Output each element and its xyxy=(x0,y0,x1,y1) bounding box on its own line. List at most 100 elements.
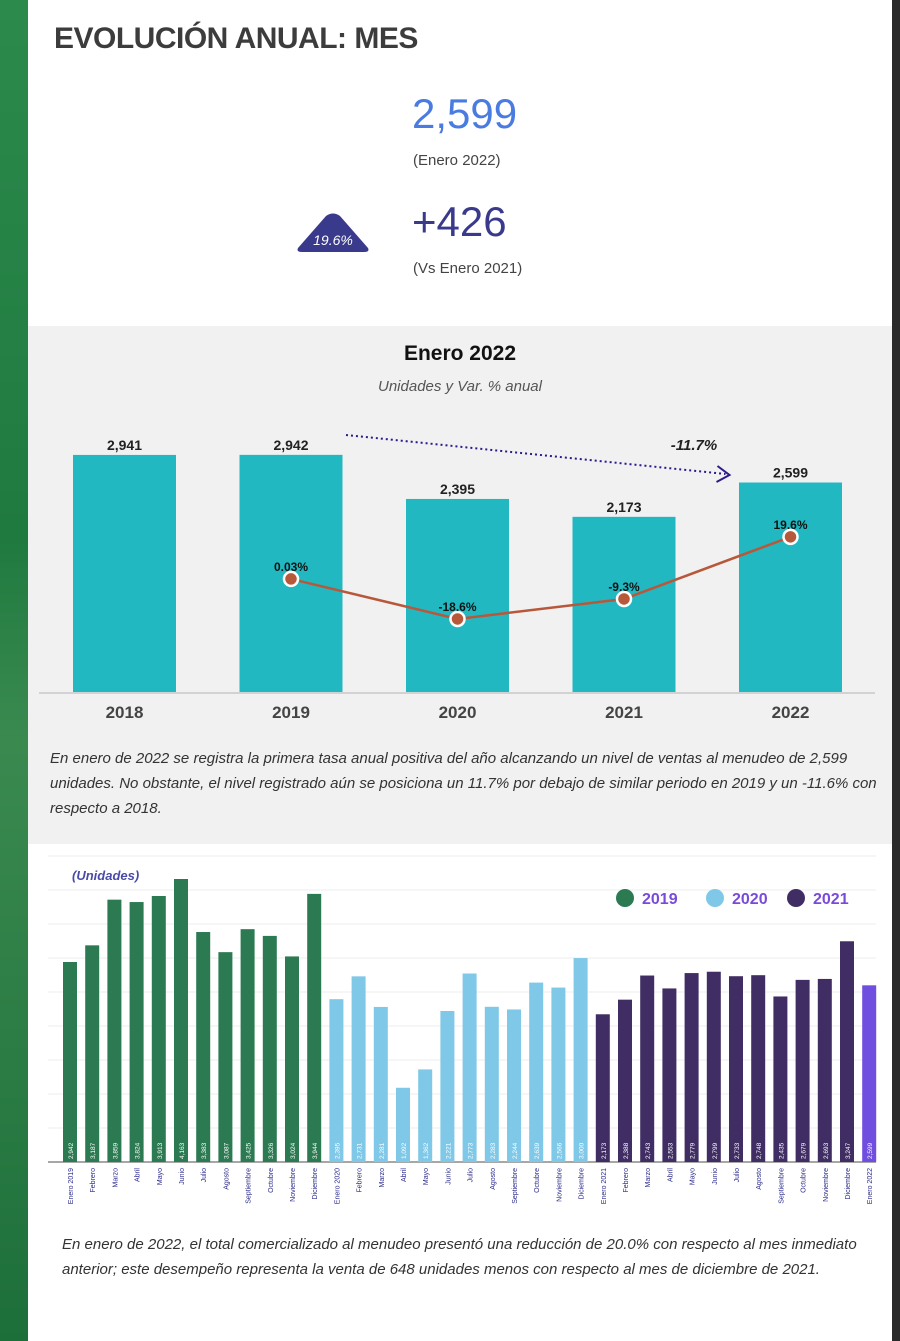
bar-value-label: 2,779 xyxy=(690,1142,697,1159)
bar-value-label: 2,942 xyxy=(68,1142,75,1159)
bar-month xyxy=(262,935,277,1162)
bar-month xyxy=(107,899,122,1162)
x-tick-label: Octubre xyxy=(268,1168,275,1193)
bar-month xyxy=(551,987,566,1162)
bar-value-label: 3,187 xyxy=(90,1142,97,1159)
bar-month xyxy=(462,973,477,1162)
x-tick-label: Agosto xyxy=(756,1168,763,1190)
bar-2020 xyxy=(406,498,509,692)
bar-2018 xyxy=(73,454,176,692)
x-tick-label: Agosto xyxy=(490,1168,497,1190)
bar-month xyxy=(484,1006,499,1162)
growth-badge: 19.6% xyxy=(296,212,370,252)
x-tick-label: Marzo xyxy=(112,1168,119,1188)
bar-value-label: 2,748 xyxy=(756,1142,763,1159)
bar-value-label: 3,859 xyxy=(112,1142,119,1159)
bar-month xyxy=(329,999,344,1162)
x-tick-label: 2021 xyxy=(605,703,643,722)
bar-value-label: 2,566 xyxy=(556,1142,563,1159)
bar-month xyxy=(196,932,211,1162)
bar-value-label: 2,281 xyxy=(379,1142,386,1159)
var-point xyxy=(782,528,799,546)
x-tick-label: Abril xyxy=(401,1168,408,1182)
monthly-chart: (Unidades) 2,942 Enero 2019 3,187 Febrero 3,8… xyxy=(48,855,877,1204)
kpi-value: 2,599 xyxy=(412,90,518,137)
x-tick-label: Junio xyxy=(179,1168,186,1185)
legend-swatch xyxy=(616,889,634,907)
triangle-up-icon xyxy=(297,213,369,252)
x-tick-label: Julio xyxy=(468,1168,475,1183)
trend-annotation: -11.7% xyxy=(671,437,717,454)
bar-value-label: 2,283 xyxy=(490,1142,497,1159)
trend-arrow-line xyxy=(345,434,726,475)
bar-month xyxy=(351,976,366,1162)
bar-value-label: 1,362 xyxy=(423,1142,430,1159)
x-tick-label: Enero 2019 xyxy=(68,1168,75,1204)
bar-value-label: 2,731 xyxy=(357,1142,364,1159)
legend-swatch xyxy=(706,889,724,907)
bar-month xyxy=(706,971,721,1162)
bar-month xyxy=(507,1009,521,1162)
x-tick-label: Junio xyxy=(712,1168,719,1185)
x-tick-label: Septiembre xyxy=(778,1168,785,1204)
bar-month xyxy=(817,978,832,1162)
kpi-period: (Enero 2022) xyxy=(413,152,501,169)
x-tick-label: Mayo xyxy=(423,1168,430,1185)
bar-month xyxy=(174,879,188,1162)
bar-value-label: 3,247 xyxy=(845,1142,852,1159)
bar-value-label: 3,425 xyxy=(246,1142,253,1159)
bar-month xyxy=(151,895,166,1162)
bar-month xyxy=(373,1006,388,1162)
bar-value-label: 2,941 xyxy=(107,437,142,453)
bar-month xyxy=(285,956,299,1162)
var-line xyxy=(290,535,791,621)
bar-value-label: 2,773 xyxy=(468,1142,475,1159)
bar-value-label: 2,733 xyxy=(734,1142,741,1159)
bar-value-label: 3,913 xyxy=(157,1142,164,1159)
x-tick-label: 2020 xyxy=(439,703,477,722)
x-tick-label: Julio xyxy=(734,1168,741,1183)
x-tick-label: Diciembre xyxy=(579,1168,586,1200)
bar-value-label: 2,388 xyxy=(623,1142,630,1159)
arrow-head-icon xyxy=(716,465,732,483)
bar-value-label: 4,163 xyxy=(179,1142,186,1159)
var-point xyxy=(282,570,300,588)
annual-chart: 2,941 2018 2,942 2019 2,395 2020 2,173 2021 2,59… xyxy=(39,434,875,722)
x-tick-label: Mayo xyxy=(690,1168,697,1185)
bar-value-label: 2,395 xyxy=(334,1142,341,1159)
x-tick-label: Marzo xyxy=(645,1168,652,1188)
bar-value-label: 2,173 xyxy=(601,1142,608,1159)
chart-title: Enero 2022 xyxy=(403,342,517,365)
bar-value-label: 3,944 xyxy=(312,1142,319,1159)
bar-2022 xyxy=(739,482,842,692)
var-label: -9.3% xyxy=(608,580,640,594)
bar-value-label: 2,395 xyxy=(440,481,475,497)
x-tick-label: 2018 xyxy=(106,703,144,722)
x-tick-label: Agosto xyxy=(223,1168,230,1190)
bar-value-label: 2,679 xyxy=(801,1142,808,1159)
x-tick-label: Abril xyxy=(135,1168,142,1182)
x-tick-label: Septiembre xyxy=(512,1168,519,1204)
growth-badge-label: 19.6% xyxy=(313,232,353,248)
bar-value-label: 2,221 xyxy=(445,1142,452,1159)
bar-value-label: 2,799 xyxy=(712,1142,719,1159)
left-decor-strip xyxy=(0,0,28,1341)
bar-value-label: 3,383 xyxy=(201,1142,208,1159)
bar-value-label: 3,000 xyxy=(579,1142,586,1159)
bar-month xyxy=(729,976,743,1162)
bar-value-label: 2,173 xyxy=(606,499,641,515)
x-tick-label: Enero 2020 xyxy=(334,1168,341,1204)
legend-swatch xyxy=(787,889,805,907)
bar-value-label: 2,693 xyxy=(823,1142,830,1159)
x-tick-label: Enero 2021 xyxy=(601,1168,608,1204)
legend-label: 2019 xyxy=(642,891,678,908)
x-tick-label: Noviembre xyxy=(556,1168,563,1202)
x-tick-label: Diciembre xyxy=(312,1168,319,1200)
bar-value-label: 3,326 xyxy=(268,1142,275,1159)
bar-month xyxy=(595,1014,610,1162)
x-tick-label: Diciembre xyxy=(845,1168,852,1200)
bar-value-label: 2,942 xyxy=(273,437,308,453)
bar-month xyxy=(307,893,322,1162)
bar-value-label: 1,092 xyxy=(401,1142,408,1159)
x-tick-label: Febrero xyxy=(357,1168,364,1193)
